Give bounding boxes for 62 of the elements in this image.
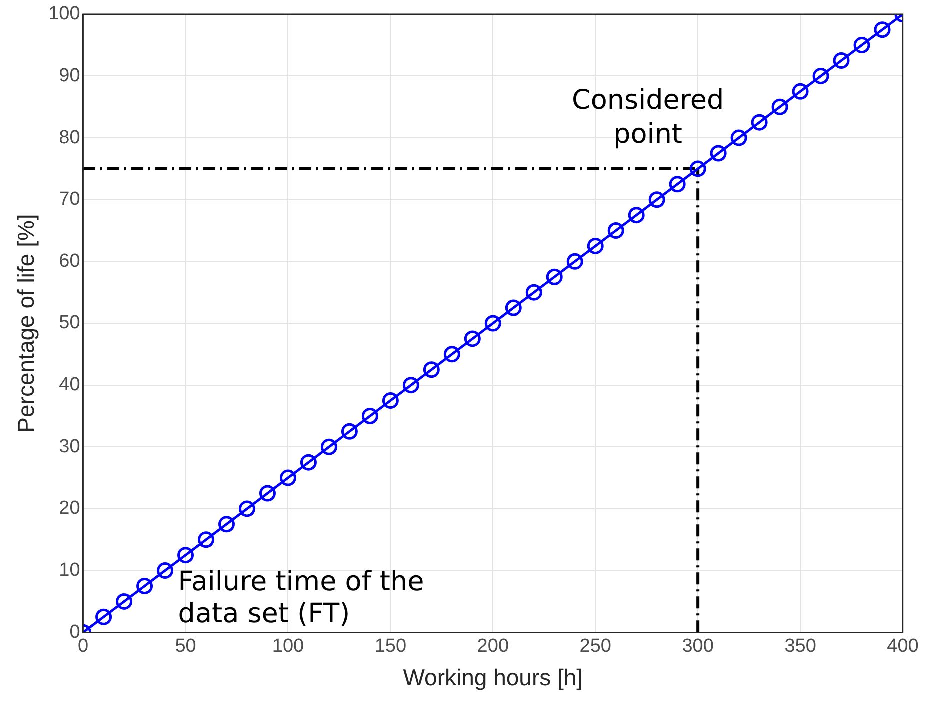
point xyxy=(136,578,154,594)
x-tick-label: 150 xyxy=(374,636,407,658)
point xyxy=(178,547,194,564)
point xyxy=(648,192,666,208)
point xyxy=(157,562,174,580)
point xyxy=(484,315,502,332)
point xyxy=(526,284,542,301)
y-tick-label: 80 xyxy=(59,127,80,148)
y-tick-label: 50 xyxy=(59,312,80,334)
y-tick-label: 40 xyxy=(59,374,80,396)
y-tick-label: 70 xyxy=(59,189,80,210)
point xyxy=(710,145,727,162)
point xyxy=(812,68,830,84)
point xyxy=(854,37,870,54)
y-tick-label: 0 xyxy=(70,622,80,643)
point xyxy=(792,83,809,100)
point xyxy=(238,500,256,518)
x-tick-label: 200 xyxy=(477,636,509,658)
point xyxy=(116,593,133,610)
point xyxy=(833,52,850,70)
point xyxy=(546,268,563,286)
y-tick-label: 30 xyxy=(59,436,80,458)
point xyxy=(362,408,378,424)
point xyxy=(566,253,584,270)
point xyxy=(320,438,338,456)
point xyxy=(341,423,358,440)
point xyxy=(751,114,768,131)
point xyxy=(730,130,748,146)
point xyxy=(587,238,604,254)
point xyxy=(772,98,788,116)
x-tick-label: 250 xyxy=(580,636,612,658)
x-tick-label: 400 xyxy=(887,636,919,658)
point xyxy=(690,160,706,178)
point xyxy=(464,330,481,348)
y-tick-label: 100 xyxy=(48,4,80,25)
y-axis-title: Percentage of life [%] xyxy=(13,214,40,433)
point xyxy=(402,377,420,394)
x-tick-label: 350 xyxy=(784,636,816,658)
point xyxy=(259,485,276,502)
point xyxy=(218,516,235,533)
annotation: Failure time of the data set (FT) xyxy=(178,566,424,630)
y-tick-label: 20 xyxy=(59,498,80,520)
y-tick-label: 60 xyxy=(59,250,80,272)
point xyxy=(423,362,440,378)
x-tick-label: 50 xyxy=(175,636,196,658)
y-tick-label: 90 xyxy=(59,65,80,86)
point xyxy=(505,300,522,316)
point xyxy=(96,608,112,626)
y-tick-label: 10 xyxy=(59,560,80,582)
point xyxy=(382,392,399,410)
x-tick-label: 100 xyxy=(272,636,304,658)
point xyxy=(628,207,645,224)
point xyxy=(669,176,686,193)
point xyxy=(280,470,296,486)
point xyxy=(874,22,891,38)
point xyxy=(198,532,215,548)
point xyxy=(444,346,460,363)
annotation: Considered point xyxy=(572,84,724,150)
x-tick-label: 300 xyxy=(682,636,714,658)
x-axis-title: Working hours [h] xyxy=(403,664,584,691)
point xyxy=(608,222,624,240)
point xyxy=(300,454,317,471)
